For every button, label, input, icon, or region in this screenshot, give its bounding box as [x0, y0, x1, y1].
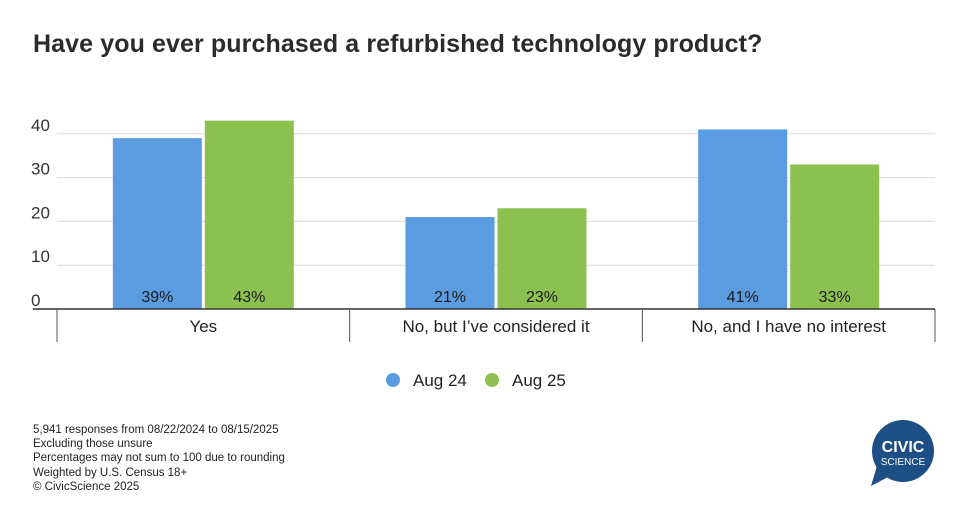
y-tick-label: 20	[31, 203, 50, 222]
legend-label: Aug 24	[413, 371, 467, 390]
footnote-rounding: Percentages may not sum to 100 due to ro…	[33, 452, 285, 465]
data-label: 43%	[233, 289, 265, 306]
bar-chart: 0 10 20 30 40 39% 43% 21% 23% 41% 33% Yes No, but I’…	[31, 116, 936, 390]
footnote-copyright: © CivicScience 2025	[33, 480, 140, 493]
bar	[698, 129, 788, 309]
logo-tail	[871, 466, 890, 486]
data-label: 39%	[141, 289, 173, 306]
civicscience-logo: CIVIC SCIENCE	[871, 420, 934, 486]
logo-text-civic: CIVIC	[882, 439, 925, 456]
bar	[405, 217, 495, 309]
bar	[497, 208, 587, 309]
footnote-excluding: Excluding those unsure	[33, 438, 153, 451]
legend-marker	[485, 373, 499, 387]
y-tick-label: 30	[31, 160, 50, 179]
logo-text-science: SCIENCE	[881, 457, 926, 468]
bar	[790, 164, 880, 309]
x-category-label: Yes	[189, 317, 217, 336]
footnotes: 5,941 responses from 08/22/2024 to 08/15…	[33, 423, 285, 494]
footnote-weighting: Weighted by U.S. Census 18+	[33, 466, 188, 479]
data-label: 21%	[434, 289, 466, 306]
y-tick-label: 40	[31, 116, 50, 135]
legend-marker	[386, 373, 400, 387]
chart-title: Have you ever purchased a refurbished te…	[33, 30, 763, 58]
y-tick-label: 0	[31, 291, 40, 310]
data-label: 23%	[526, 289, 558, 306]
logo-circle	[872, 420, 934, 482]
y-tick-label: 10	[31, 247, 50, 266]
data-label: 33%	[819, 289, 851, 306]
legend-label: Aug 25	[512, 371, 566, 390]
x-category-label: No, but I’ve considered it	[402, 317, 589, 336]
x-category-label: No, and I have no interest	[691, 317, 886, 336]
bar	[204, 120, 294, 309]
data-label: 41%	[727, 289, 759, 306]
footnote-responses: 5,941 responses from 08/22/2024 to 08/15…	[33, 424, 279, 436]
bar	[112, 138, 202, 309]
